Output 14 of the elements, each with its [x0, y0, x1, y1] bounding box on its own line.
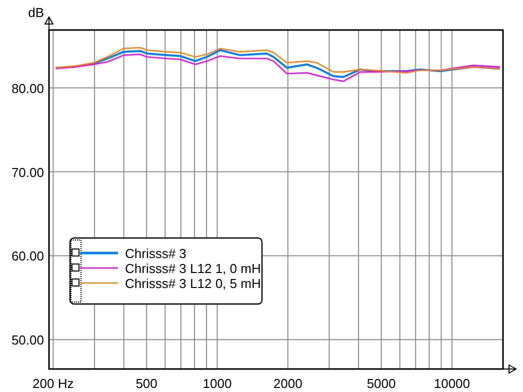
y-tick-label: 50.00: [11, 332, 44, 348]
legend-label: Chrisss# 3 L12 0, 5 mH: [125, 276, 261, 291]
x-tick-label: 500: [136, 376, 158, 391]
legend-label: Chrisss# 3: [125, 246, 186, 261]
y-tick-label: 80.00: [11, 80, 44, 96]
y-axis-title: dB: [28, 5, 44, 20]
x-tick-label: 10000: [434, 376, 470, 391]
y-tick-label: 60.00: [11, 248, 44, 264]
y-tick-label: 70.00: [11, 164, 44, 180]
x-tick-label: 200 Hz: [32, 376, 74, 391]
legend-label: Chrisss# 3 L12 1, 0 mH: [125, 261, 261, 276]
x-tick-label: 2000: [273, 376, 302, 391]
x-tick-label: 5000: [366, 376, 396, 391]
x-tick-label: 1000: [202, 376, 232, 391]
